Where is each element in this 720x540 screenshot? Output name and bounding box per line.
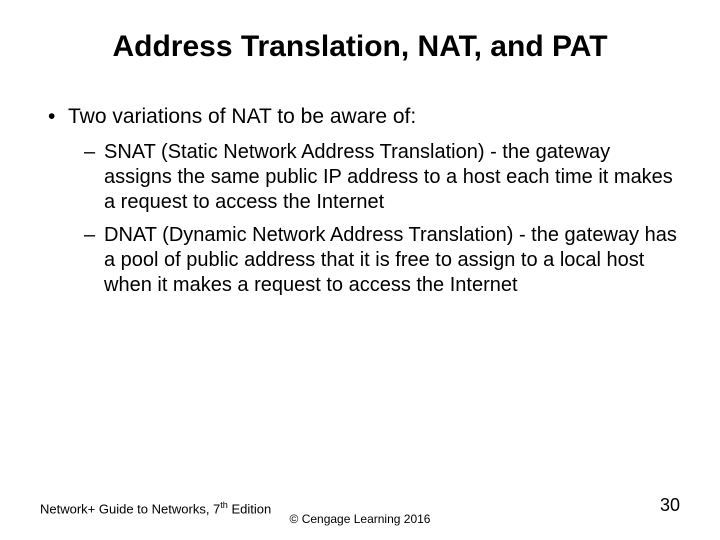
- footer-left-sup: th: [220, 500, 228, 510]
- page-number: 30: [660, 495, 680, 516]
- slide: Address Translation, NAT, and PAT Two va…: [0, 0, 720, 540]
- bullet-level2-dnat: DNAT (Dynamic Network Address Translatio…: [40, 223, 680, 298]
- footer-center: © Cengage Learning 2016: [0, 512, 720, 526]
- slide-title: Address Translation, NAT, and PAT: [40, 30, 680, 64]
- bullet-level1: Two variations of NAT to be aware of:: [40, 104, 680, 130]
- bullet-level2-snat: SNAT (Static Network Address Translation…: [40, 140, 680, 215]
- slide-body: Two variations of NAT to be aware of: SN…: [40, 104, 680, 298]
